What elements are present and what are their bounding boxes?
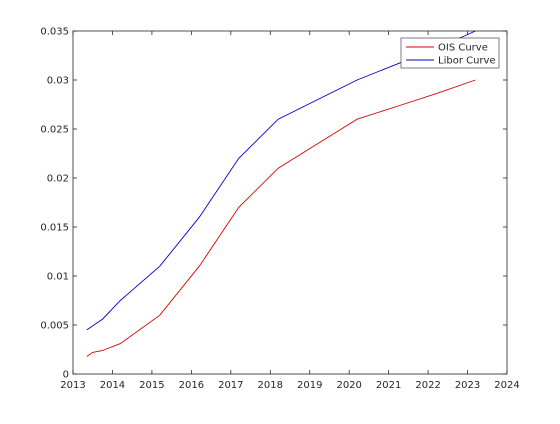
x-tick-label: 2016	[179, 380, 204, 391]
legend: OIS Curve Libor Curve	[400, 37, 500, 69]
plot-area	[72, 30, 508, 375]
y-tick-label: 0.015	[40, 223, 69, 234]
y-tick-labels: 0 0.005 0.01 0.015 0.02 0.025 0.03 0.035	[40, 27, 69, 381]
x-tick-label: 2014	[100, 380, 125, 391]
y-tick-label: 0.005	[40, 321, 69, 332]
x-tick-label: 2024	[494, 380, 519, 391]
y-tick-label: 0	[63, 370, 69, 381]
x-tick-label: 2019	[297, 380, 322, 391]
legend-box	[400, 37, 500, 69]
series-line-ois-curve	[86, 79, 476, 357]
x-tick-label: 2015	[139, 380, 164, 391]
x-tick-label: 2017	[218, 380, 243, 391]
axis-ticks	[72, 30, 508, 375]
x-tick-label: 2023	[455, 380, 480, 391]
x-tick-label: 2013	[60, 380, 85, 391]
y-tick-label: 0.02	[47, 174, 69, 185]
y-tick-label: 0.01	[47, 272, 69, 283]
x-tick-label: 2022	[415, 380, 440, 391]
x-tick-label: 2020	[336, 380, 361, 391]
y-tick-label: 0.035	[40, 27, 69, 38]
x-tick-labels: 2013 2014 2015 2016 2017 2018 2019 2020 2021 2022…	[60, 380, 519, 391]
y-tick-label: 0.025	[40, 125, 69, 136]
x-tick-label: 2018	[258, 380, 283, 391]
legend-label: Libor Curve	[438, 56, 496, 67]
y-tick-label: 0.03	[47, 76, 69, 87]
x-tick-label: 2021	[376, 380, 401, 391]
legend-label: OIS Curve	[438, 43, 488, 54]
